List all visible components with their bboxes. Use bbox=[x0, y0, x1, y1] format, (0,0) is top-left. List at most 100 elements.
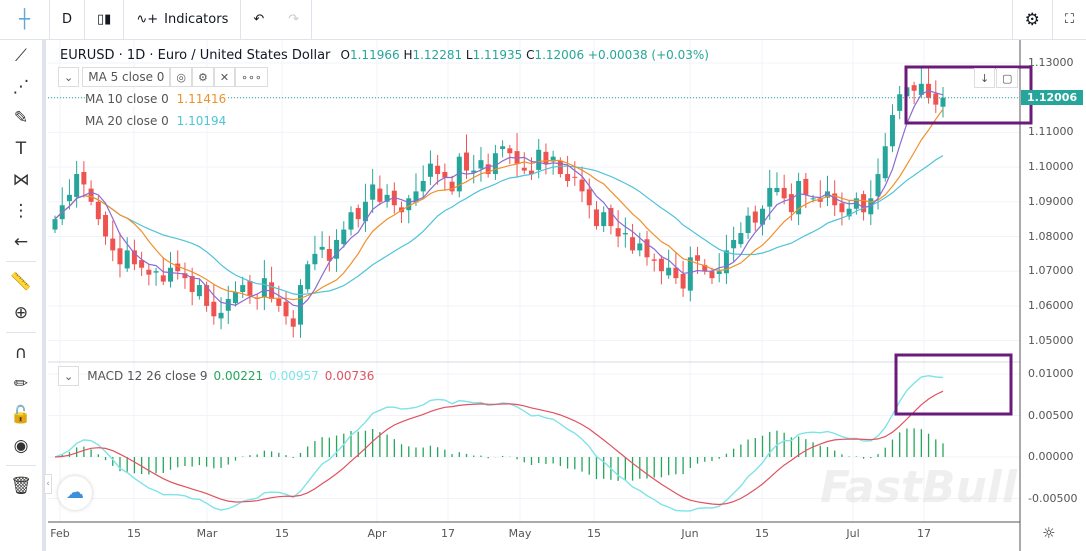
close-label: C bbox=[526, 48, 535, 62]
candle-body bbox=[420, 180, 426, 192]
candle-body bbox=[88, 188, 94, 202]
brush-tool[interactable]: ✎ bbox=[0, 102, 42, 133]
candle-body bbox=[406, 198, 412, 211]
fib-tool[interactable]: ⋰ bbox=[0, 71, 42, 102]
candle-body bbox=[153, 271, 159, 273]
magnet-tool[interactable]: ∩ bbox=[0, 337, 42, 368]
macd-hist-value: 0.00221 bbox=[213, 369, 264, 383]
candle-body bbox=[305, 264, 311, 290]
candle-body bbox=[464, 152, 470, 171]
macd-tick-label: 0.01000 bbox=[1028, 367, 1074, 380]
scroll-to-latest-button[interactable]: ↓ bbox=[974, 68, 996, 88]
candle-body bbox=[319, 246, 325, 250]
candle-body bbox=[95, 201, 101, 220]
candle-body bbox=[767, 187, 773, 207]
undo-button[interactable]: ↶ bbox=[241, 0, 276, 40]
candle-body bbox=[471, 170, 477, 173]
price-tick-label: 1.10000 bbox=[1028, 160, 1074, 174]
fullscreen-button[interactable]: ⛶ bbox=[1053, 0, 1086, 40]
pattern-tool[interactable]: ⋈ bbox=[0, 164, 42, 195]
symbol-title: EURUSD · 1D · Euro / United States Dolla… bbox=[60, 48, 331, 63]
study-settings-button[interactable]: ⚙ bbox=[192, 67, 214, 87]
candle-body bbox=[103, 214, 109, 237]
candle-body bbox=[312, 253, 318, 265]
remove-study-button[interactable]: ✕ bbox=[213, 67, 236, 87]
collapse-macd-button[interactable]: ⌄ bbox=[58, 366, 80, 386]
redo-button[interactable]: ↷ bbox=[276, 0, 313, 40]
candle-body bbox=[593, 209, 599, 227]
last-price-label: 1.12006 bbox=[1021, 89, 1084, 105]
drawing-sidebar: ⟋ ⋰ ✎ T ⋈ ⋮ ← 📏 ⊕ ∩ ✏ 🔓 ◉ 🗑 bbox=[0, 40, 46, 551]
candle-body bbox=[723, 250, 729, 274]
ma5-label[interactable]: MA 5 close 0 bbox=[82, 67, 171, 87]
collapse-pane-handle[interactable]: ‹ bbox=[44, 474, 52, 494]
divider bbox=[6, 261, 36, 262]
macd-tick-label: 0.00000 bbox=[1028, 450, 1074, 463]
settings-button[interactable]: ⚙ bbox=[1011, 0, 1053, 40]
candle-body bbox=[882, 146, 888, 179]
candle-body bbox=[738, 233, 744, 245]
candle-body bbox=[861, 194, 867, 213]
ruler-tool[interactable]: 📏 bbox=[0, 266, 42, 297]
price-tick-label: 1.09000 bbox=[1028, 194, 1074, 208]
ma20-label: MA 20 close 0 bbox=[85, 114, 169, 128]
magnet-icon: ∩ bbox=[14, 342, 28, 363]
lock-drawing-tool[interactable]: ✏ bbox=[0, 368, 42, 399]
candle-body bbox=[565, 174, 571, 181]
more-button[interactable]: ∘∘∘ bbox=[235, 67, 268, 87]
macd-signal-value: 0.00736 bbox=[324, 369, 375, 383]
remove-drawings-button[interactable]: 🗑 bbox=[0, 470, 42, 501]
reset-scale-button[interactable]: ▢ bbox=[996, 68, 1019, 88]
macd-tick-label: -0.00500 bbox=[1028, 491, 1078, 505]
candle-body bbox=[875, 174, 881, 197]
collapse-legend-button[interactable]: ⌄ bbox=[58, 67, 80, 87]
more-icon: ∘∘∘ bbox=[241, 70, 262, 84]
candle-body bbox=[225, 298, 231, 311]
candle-body bbox=[232, 292, 238, 304]
candle-body bbox=[283, 301, 289, 317]
candle-body bbox=[586, 189, 592, 206]
indicators-button[interactable]: ∿+ Indicators bbox=[124, 0, 242, 40]
back-button[interactable]: ← bbox=[0, 226, 42, 257]
visibility-tool[interactable]: ◉ bbox=[0, 430, 42, 461]
candle-body bbox=[427, 163, 433, 177]
trend-line-icon: ⟋ bbox=[15, 45, 27, 66]
ma10-line bbox=[54, 108, 944, 301]
candle-body bbox=[492, 153, 498, 175]
lock-tool[interactable]: 🔓 bbox=[0, 399, 42, 430]
ma5-line bbox=[54, 90, 944, 308]
candle-body bbox=[839, 203, 845, 213]
candle-body bbox=[666, 267, 672, 276]
zoom-tool[interactable]: ⊕ bbox=[0, 297, 42, 328]
candle-body bbox=[543, 151, 549, 164]
visibility-button[interactable]: ◎ bbox=[170, 67, 193, 87]
price-tick-label: 1.06000 bbox=[1028, 298, 1074, 312]
candle-body bbox=[204, 285, 210, 306]
candle-body bbox=[745, 215, 751, 234]
axis-settings-button[interactable]: ☼ bbox=[1042, 524, 1056, 542]
chart-type-button[interactable]: ▯▮ bbox=[85, 0, 125, 40]
text-tool[interactable]: T bbox=[0, 133, 42, 164]
candle-body bbox=[846, 208, 852, 217]
candle-body bbox=[788, 194, 794, 213]
crosshair-tool-button[interactable]: ┼ bbox=[0, 0, 50, 40]
prediction-tool[interactable]: ⋮ bbox=[0, 195, 42, 226]
candle-body bbox=[774, 187, 780, 193]
candle-body bbox=[897, 94, 903, 111]
brush-icon: ✎ bbox=[13, 107, 29, 128]
trend-line-tool[interactable]: ⟋ bbox=[0, 40, 42, 71]
candle-body bbox=[196, 285, 202, 297]
candle-body bbox=[781, 187, 787, 199]
high-value: 1.12281 bbox=[412, 48, 463, 62]
candle-body bbox=[644, 239, 650, 258]
candle-body bbox=[413, 191, 419, 203]
candle-body bbox=[658, 258, 664, 272]
interval-button[interactable]: D bbox=[50, 0, 86, 40]
candle-body bbox=[362, 201, 368, 222]
macd-legend: ⌄ MACD 12 26 close 9 0.00221 0.00957 0.0… bbox=[58, 366, 374, 386]
time-tick-label: Jul bbox=[846, 527, 860, 540]
candle-body bbox=[601, 212, 607, 227]
ma20-line bbox=[54, 155, 944, 296]
candle-body bbox=[261, 278, 267, 297]
